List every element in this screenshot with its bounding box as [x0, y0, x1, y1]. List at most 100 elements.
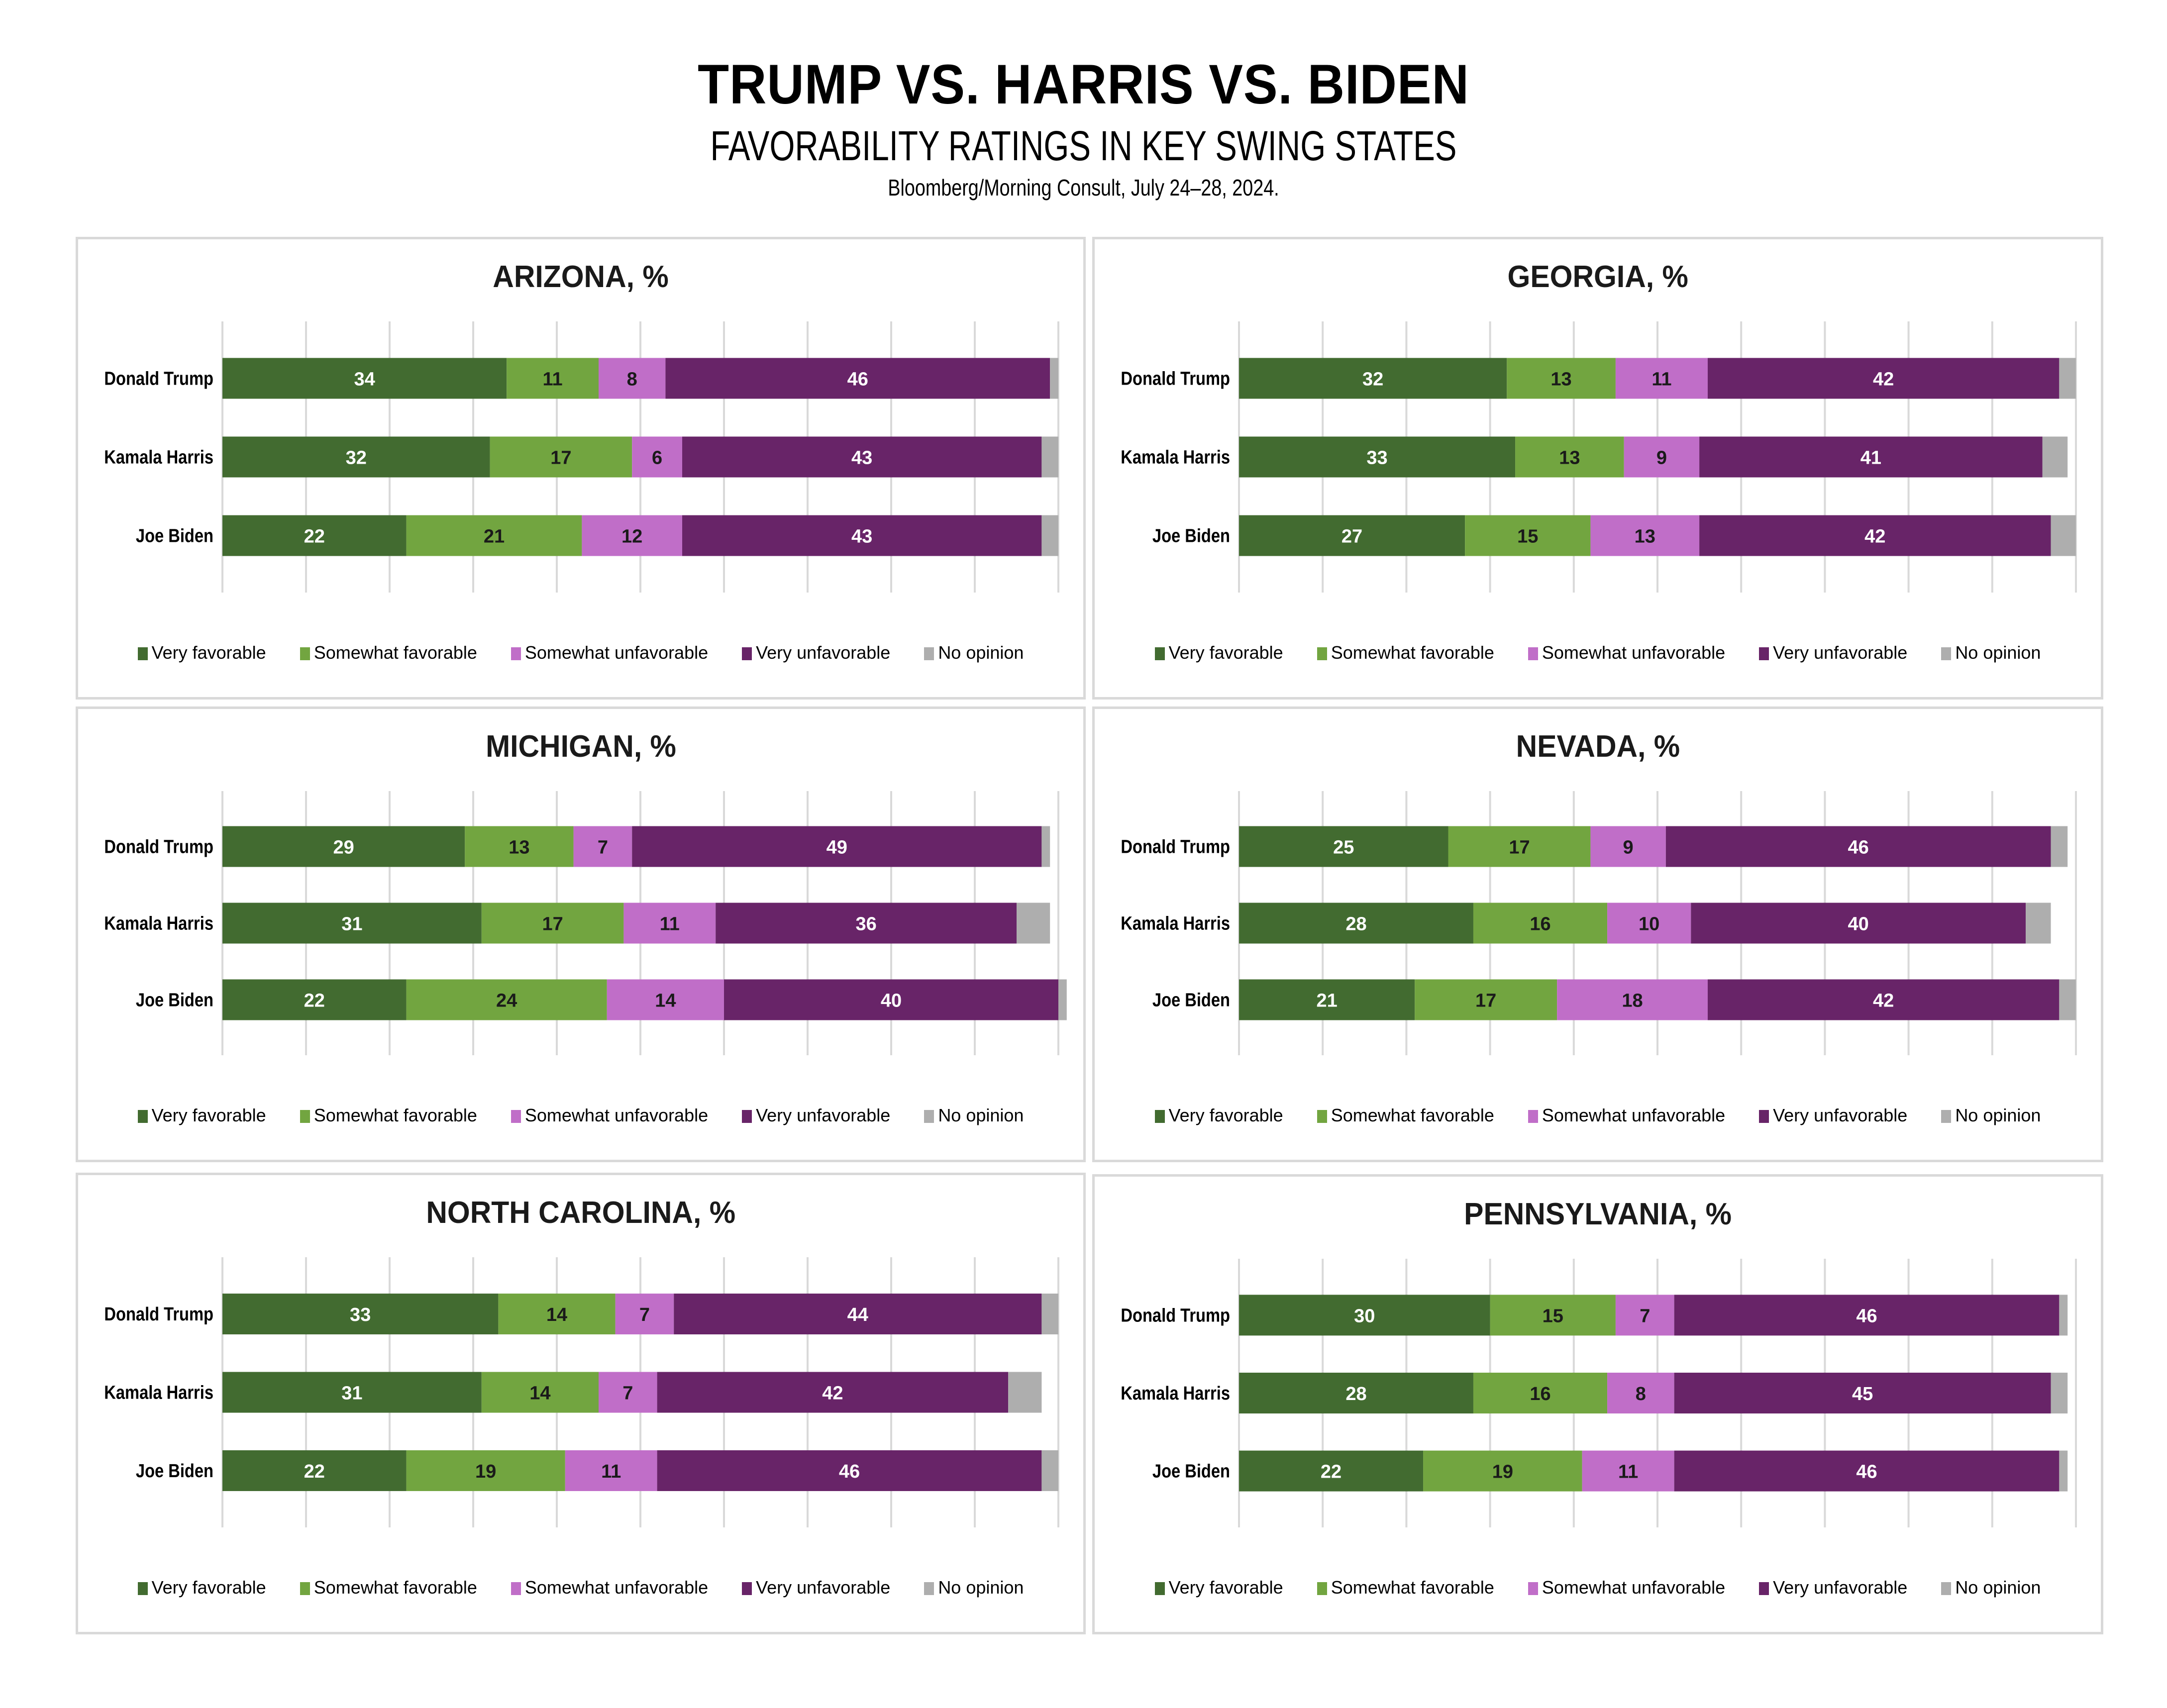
legend-swatch: [137, 1582, 148, 1595]
bar-segment-somewhat-unfavorable-donald-trump: [1590, 826, 1666, 867]
bar-segment-very-favorable-donald-trump: [222, 1294, 499, 1335]
legend: Very favorable Somewhat favorable Somewhat…: [78, 1577, 1083, 1598]
data-label: 31: [341, 914, 362, 935]
bar-segment-somewhat-favorable-kamala-harris: [1515, 436, 1624, 478]
bar-segment-somewhat-favorable-joe-biden: [406, 1450, 565, 1491]
legend-item-very-unfavorable: Very unfavorable: [1759, 1105, 1907, 1126]
bar-segment-somewhat-unfavorable-joe-biden: [582, 515, 682, 556]
data-label: 11: [660, 914, 680, 935]
bar-segment-very-unfavorable-donald-trump: [1665, 826, 2051, 867]
data-label: 40: [881, 990, 902, 1011]
bar-segment-no-opinion-joe-biden: [2059, 1450, 2068, 1492]
bar-segment-somewhat-unfavorable-joe-biden: [1557, 979, 1708, 1020]
bar-segment-somewhat-favorable-donald-trump: [507, 358, 599, 399]
bar-segment-somewhat-favorable-donald-trump: [1507, 358, 1616, 399]
bar-segment-very-favorable-joe-biden: [1239, 515, 1465, 556]
legend-label: Very unfavorable: [1773, 1577, 1908, 1598]
legend-label: Somewhat favorable: [1331, 1105, 1494, 1125]
legend-item-very-favorable: Very favorable: [137, 642, 266, 663]
bar-segment-very-favorable-joe-biden: [222, 515, 407, 556]
data-label: 19: [1492, 1462, 1513, 1483]
category-label: Donald Trump: [104, 1304, 213, 1325]
bar-segment-no-opinion-joe-biden: [2059, 979, 2076, 1020]
bar-segment-very-favorable-kamala-harris: [222, 436, 490, 478]
data-label: 7: [1640, 1306, 1650, 1326]
bar-segment-no-opinion-donald-trump: [1041, 826, 1050, 867]
legend-swatch: [1317, 647, 1327, 660]
data-label: 8: [627, 369, 637, 390]
category-label: Joe Biden: [1152, 525, 1230, 546]
data-label: 46: [1856, 1306, 1877, 1326]
legend-item-somewhat-unfavorable: Somewhat unfavorable: [511, 1105, 708, 1126]
legend-label: Somewhat favorable: [313, 1577, 477, 1598]
data-label: 46: [847, 369, 868, 390]
legend-swatch: [300, 1110, 310, 1123]
panel-title: PENNSYLVANIA, %: [1095, 1197, 2101, 1232]
data-label: 15: [1517, 526, 1538, 547]
legend-label: Somewhat unfavorable: [1542, 1105, 1726, 1125]
legend-swatch: [1941, 1582, 1952, 1595]
data-label: 15: [1543, 1306, 1563, 1326]
bar-segment-somewhat-favorable-joe-biden: [1423, 1450, 1582, 1492]
legend-item-very-unfavorable: Very unfavorable: [1759, 642, 1907, 663]
bar-segment-no-opinion-kamala-harris: [1008, 1372, 1042, 1413]
legend: Very favorable Somewhat favorable Somewhat…: [1095, 1577, 2101, 1598]
legend-item-very-favorable: Very favorable: [137, 1105, 266, 1126]
data-label: 43: [851, 526, 872, 547]
legend-item-no-opinion: No opinion: [924, 642, 1024, 663]
legend-item-somewhat-unfavorable: Somewhat unfavorable: [1528, 1105, 1725, 1126]
panel-title-text: GEORGIA, %: [1507, 260, 1688, 294]
category-label: Donald Trump: [1121, 836, 1230, 857]
legend-swatch: [742, 647, 752, 660]
data-label: 18: [1622, 990, 1643, 1011]
panel-title: ARIZONA, %: [78, 259, 1083, 295]
data-label: 49: [826, 837, 847, 858]
legend-swatch: [1759, 647, 1769, 660]
category-label: Donald Trump: [104, 836, 213, 857]
bar-segment-somewhat-favorable-kamala-harris: [481, 1372, 599, 1413]
legend-item-somewhat-favorable: Somewhat favorable: [300, 1577, 477, 1598]
bar-segment-somewhat-favorable-joe-biden: [1415, 979, 1557, 1020]
category-label: Joe Biden: [136, 989, 213, 1010]
chart-panel-pennsylvania: PENNSYLVANIA, % Donald Trump 30 15 7 46 Kamala…: [1092, 1174, 2103, 1634]
bar-segment-somewhat-favorable-joe-biden: [406, 515, 582, 556]
bar-segment-very-unfavorable-joe-biden: [724, 979, 1058, 1020]
bar-segment-no-opinion-donald-trump: [1041, 1294, 1058, 1335]
legend-label: No opinion: [938, 1577, 1024, 1598]
legend: Very favorable Somewhat favorable Somewhat…: [1095, 642, 2101, 663]
data-label: 13: [1635, 526, 1655, 547]
bar-segment-very-unfavorable-donald-trump: [1674, 1295, 2060, 1336]
legend-label: Somewhat unfavorable: [1542, 1577, 1726, 1598]
panel-title-text: NEVADA, %: [1516, 729, 1680, 764]
data-label: 17: [1509, 837, 1530, 858]
bar-segment-very-unfavorable-donald-trump: [632, 826, 1042, 867]
data-label: 17: [1475, 990, 1496, 1011]
category-label: Joe Biden: [136, 525, 213, 546]
panel-title-text: PENNSYLVANIA, %: [1464, 1197, 1732, 1231]
bar-segment-no-opinion-kamala-harris: [1017, 903, 1050, 944]
bar-segment-somewhat-unfavorable-kamala-harris: [623, 903, 716, 944]
category-label: Joe Biden: [136, 1460, 213, 1482]
bar-segment-very-unfavorable-joe-biden: [1674, 1450, 2060, 1492]
bar-segment-somewhat-unfavorable-donald-trump: [1615, 358, 1708, 399]
legend: Very favorable Somewhat favorable Somewhat…: [78, 642, 1083, 663]
bar-segment-somewhat-unfavorable-donald-trump: [599, 358, 666, 399]
legend-label: Somewhat favorable: [1331, 1577, 1494, 1598]
data-label: 41: [1860, 448, 1881, 469]
category-label: Kamala Harris: [1121, 912, 1230, 934]
legend-item-very-favorable: Very favorable: [137, 1577, 266, 1598]
legend-label: Very favorable: [1168, 642, 1283, 663]
legend-swatch: [1759, 1110, 1769, 1123]
legend-label: Very unfavorable: [1773, 1105, 1908, 1125]
stacked-bar-chart: Donald Trump 32 13 11 42 Kamala Harris 33 13 9 41…: [1121, 321, 2077, 593]
legend-item-somewhat-favorable: Somewhat favorable: [1317, 1577, 1494, 1598]
chart-panel-north-carolina: NORTH CAROLINA, % Donald Trump 33 14 7 44 Kama…: [76, 1173, 1086, 1634]
bar-segment-somewhat-favorable-donald-trump: [465, 826, 574, 867]
legend-label: Very favorable: [151, 642, 266, 663]
data-label: 9: [1656, 448, 1667, 469]
bar-segment-somewhat-favorable-kamala-harris: [490, 436, 632, 478]
category-label: Joe Biden: [1152, 1460, 1230, 1482]
data-label: 11: [601, 1461, 621, 1482]
bar-segment-somewhat-favorable-joe-biden: [406, 979, 607, 1020]
data-label: 32: [1362, 369, 1383, 390]
